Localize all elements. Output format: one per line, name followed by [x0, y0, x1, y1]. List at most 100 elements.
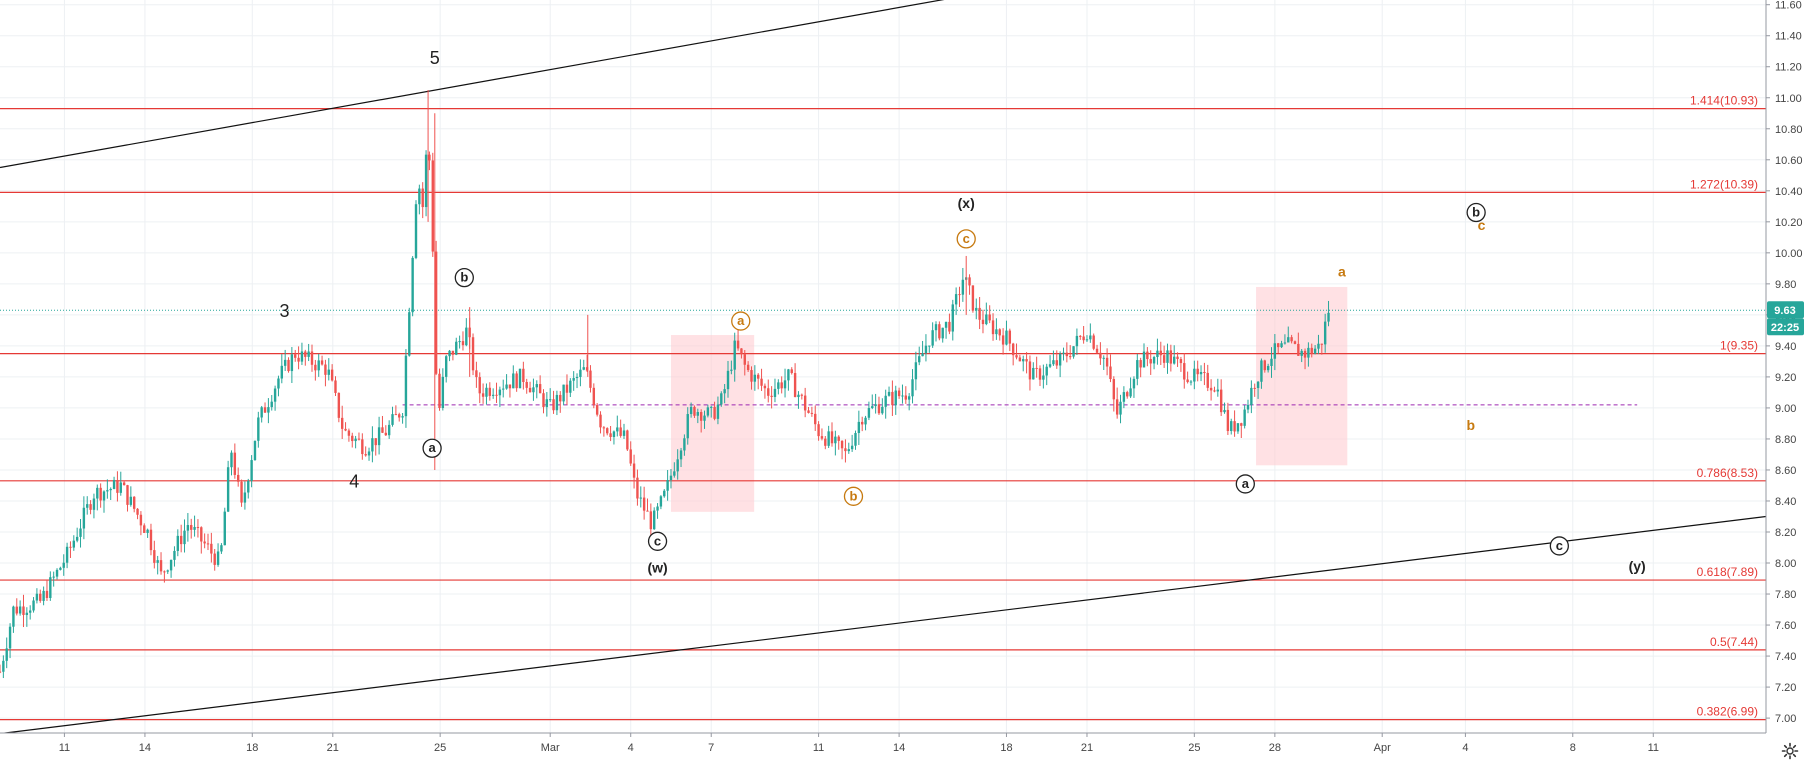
candle-body [803, 395, 807, 411]
candle-body [632, 463, 636, 478]
wave-label: b [1472, 205, 1480, 220]
candle-body [760, 378, 763, 386]
candle-body [1085, 339, 1089, 341]
candle-body [408, 312, 411, 356]
candle-body [384, 432, 388, 436]
candle-body [1307, 347, 1310, 358]
candle-body [481, 393, 485, 397]
candle-body [1176, 356, 1179, 360]
candle-body [102, 491, 106, 501]
candle-body [1092, 335, 1095, 349]
candle-body [807, 410, 810, 413]
wave-label: a [1242, 476, 1250, 491]
grid-lines [0, 0, 1766, 733]
candle-body [901, 395, 904, 397]
candle-body [1115, 399, 1119, 415]
candle-body [290, 354, 294, 372]
candle-body [381, 427, 384, 433]
candle-body [565, 384, 569, 393]
candle-body [642, 497, 646, 511]
candle-body [0, 671, 2, 673]
candle-body [706, 407, 710, 416]
candle-body [663, 490, 666, 497]
candle-body [508, 384, 512, 389]
candle-body [59, 567, 62, 570]
wave-label: a [428, 440, 436, 455]
candle-body [1008, 330, 1012, 344]
candle-body [585, 367, 589, 371]
x-tick-label: 25 [434, 742, 446, 754]
candle-body [136, 508, 139, 515]
fib-level-label: 0.786(8.53) [1697, 466, 1758, 480]
candle-body [1162, 355, 1166, 363]
candle-body [485, 387, 488, 397]
candle-body [498, 389, 502, 396]
candle-body [488, 387, 492, 396]
candle-body [478, 377, 481, 394]
candle-body [179, 535, 183, 545]
x-tick-label: 4 [628, 742, 634, 754]
candle-body [112, 480, 116, 489]
candle-body [1065, 352, 1069, 357]
candle-body [357, 438, 361, 440]
candle-body [669, 475, 673, 481]
price-badge-text: 9.63 [1774, 305, 1795, 317]
candle-body [609, 433, 612, 438]
candle-body [253, 440, 257, 461]
candle-body [377, 427, 381, 446]
candle-body [713, 406, 716, 419]
candle-body [948, 321, 951, 332]
candle-body [1095, 348, 1099, 353]
candle-body [465, 327, 468, 346]
candle-body [1146, 351, 1149, 360]
candle-body [971, 285, 975, 311]
candle-body [847, 449, 850, 452]
candle-body [887, 391, 891, 396]
time-badge-text: 22:25 [1771, 322, 1799, 334]
candle-body [45, 590, 49, 598]
candle-body [1189, 381, 1193, 383]
candle-body [730, 369, 733, 371]
candle-body [1018, 357, 1022, 362]
settings-button[interactable] [1778, 739, 1802, 763]
candle-body [461, 341, 465, 346]
candle-body [884, 395, 887, 407]
candle-body [756, 374, 760, 379]
candle-body [569, 380, 572, 393]
candle-body [283, 359, 287, 366]
candle-body [736, 340, 740, 349]
candle-body [153, 550, 156, 563]
candle-body [361, 439, 364, 455]
time-badge [1767, 318, 1804, 336]
candle-body [1045, 366, 1048, 376]
candle-body [1166, 350, 1169, 363]
candle-body [1139, 360, 1142, 368]
wave-label: b [460, 270, 468, 285]
candle-body [203, 541, 206, 544]
candle-body [928, 345, 931, 347]
candle-body [183, 530, 186, 545]
candle-body [1233, 421, 1236, 432]
candle-body [1149, 359, 1152, 364]
candle-body [673, 471, 676, 476]
candle-body [2, 660, 5, 672]
candle-body [616, 427, 619, 432]
candle-body [1042, 375, 1045, 380]
wave-label: a [737, 313, 745, 328]
candle-body [297, 357, 300, 362]
candle-body [1240, 423, 1243, 426]
candle-body [324, 364, 327, 375]
candle-body [149, 529, 153, 551]
candle-body [612, 431, 616, 438]
candle-body [512, 373, 515, 389]
candle-body [300, 351, 304, 362]
candle-body [686, 414, 689, 439]
wave-label-circle [1549, 536, 1569, 556]
candle-body [951, 304, 954, 332]
candle-body [99, 487, 102, 501]
candle-body [555, 394, 559, 411]
candle-body [1226, 409, 1230, 432]
candle-body [1129, 388, 1132, 397]
